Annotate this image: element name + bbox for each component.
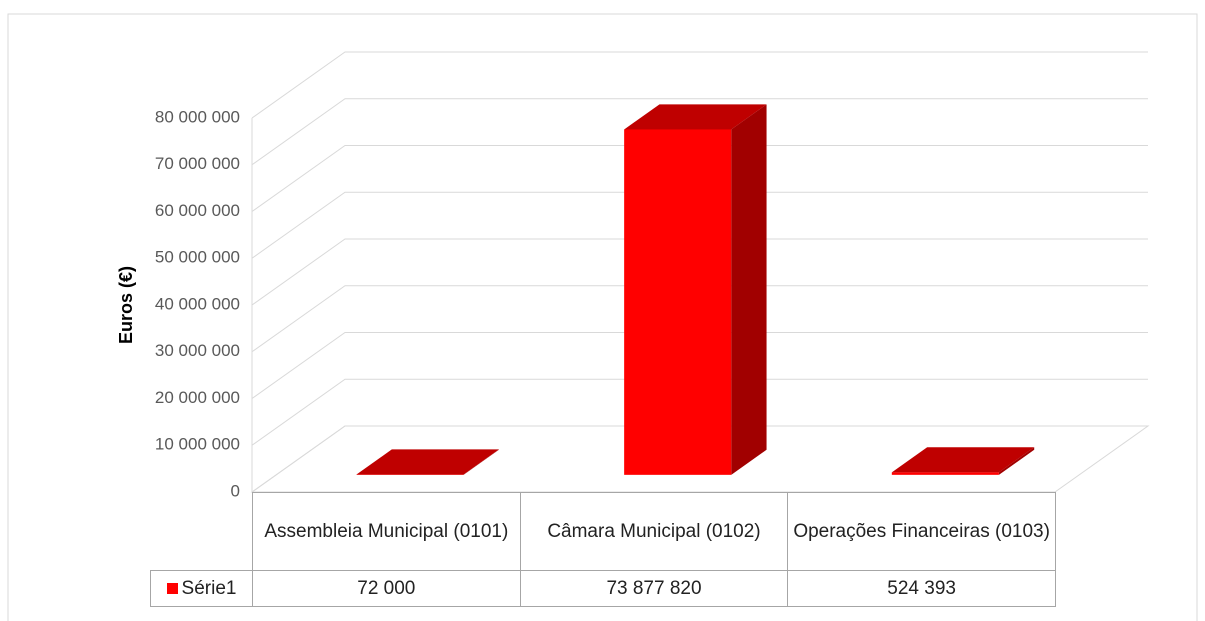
grid-line [251,378,1148,446]
bar [891,472,999,475]
bar-top [356,449,499,475]
y-tick-label: 70 000 000 [155,154,240,173]
category-cell-text: Assembleia Municipal (0101) [264,520,509,542]
grid-line [251,238,1148,306]
category-cell: Operações Financeiras (0103) [787,492,1056,571]
legend-label: Série1 [181,577,237,599]
value-cell-text: 72 000 [357,577,416,599]
bar-top [624,104,767,130]
bar [624,129,732,475]
y-tick-label: 80 000 000 [155,107,240,126]
bar-side [731,104,767,475]
legend-swatch [166,582,178,594]
grid-line [251,145,1148,212]
bar-top [891,447,1035,473]
category-cell: Câmara Municipal (0102) [519,492,789,571]
y-axis-title: Euros (€) [116,266,136,344]
value-cell-text: 524 393 [887,577,956,599]
value-cell: 73 877 820 [519,570,789,607]
table-value-row: Série1 72 000 73 877 820 524 393 [150,570,1056,607]
grid-line [251,285,1148,353]
bar-side [463,449,499,475]
legend-cell: Série1 [150,570,253,607]
grid-line [251,332,1148,399]
data-table: Assembleia Municipal (0101) Câmara Munici… [150,492,1056,607]
category-cell-text: Operações Financeiras (0103) [793,520,1050,542]
y-tick-label: 60 000 000 [155,201,240,220]
y-tick-label: 10 000 000 [155,435,240,454]
y-tick-label: 40 000 000 [155,294,240,313]
grid-line [251,425,1148,493]
blank-cell [150,492,253,571]
value-cell: 524 393 [787,570,1056,607]
category-cell-text: Câmara Municipal (0102) [547,520,761,542]
category-cell: Assembleia Municipal (0101) [252,492,521,571]
y-tick-label: 20 000 000 [155,388,240,407]
y-tick-label: 50 000 000 [155,248,240,267]
bar-side [998,447,1035,475]
chart-border [7,13,1198,621]
grid-line [251,98,1148,166]
y-tick-label: 30 000 000 [155,341,240,360]
value-cell-text: 73 877 820 [606,577,702,599]
value-cell: 72 000 [252,570,521,607]
table-header-row: Assembleia Municipal (0101) Câmara Munici… [150,492,1056,571]
y-tick-label: 0 [231,481,240,500]
grid-line [251,191,1148,259]
grid-line [251,51,1148,119]
